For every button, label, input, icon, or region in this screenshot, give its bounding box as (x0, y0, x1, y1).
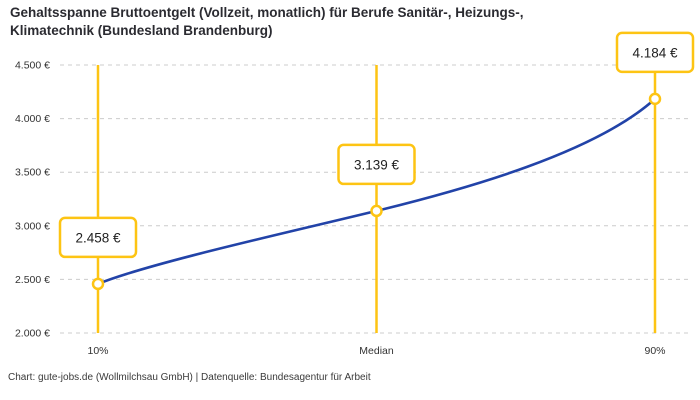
x-axis-label-90%: 90% (644, 345, 665, 357)
y-axis-tick-label: 3.000 € (15, 220, 50, 232)
y-axis-tick-label: 3.500 € (15, 167, 50, 179)
value-label: 3.139 € (354, 157, 400, 172)
y-axis-tick-label: 4.500 € (15, 60, 50, 72)
data-point-Median (370, 204, 383, 218)
y-axis-tick-label: 2.000 € (15, 328, 50, 340)
chart-title: Gehaltsspanne Bruttoentgelt (Vollzeit, m… (10, 5, 524, 39)
chart-source-attribution: Chart: gute-jobs.de (Wollmilchsau GmbH) … (8, 372, 371, 383)
value-label: 4.184 € (632, 45, 678, 60)
y-axis-tick-label: 4.000 € (15, 113, 50, 125)
value-label-box (615, 31, 695, 74)
value-label: 2.458 € (75, 230, 121, 245)
data-point-10% (91, 277, 105, 291)
value-label-box (337, 143, 416, 186)
x-axis-label-Median: Median (359, 345, 394, 357)
y-axis-tick-label: 2.500 € (15, 274, 50, 286)
data-point-90% (648, 92, 662, 106)
value-label-box (58, 216, 138, 259)
x-axis-label-10%: 10% (87, 345, 108, 357)
